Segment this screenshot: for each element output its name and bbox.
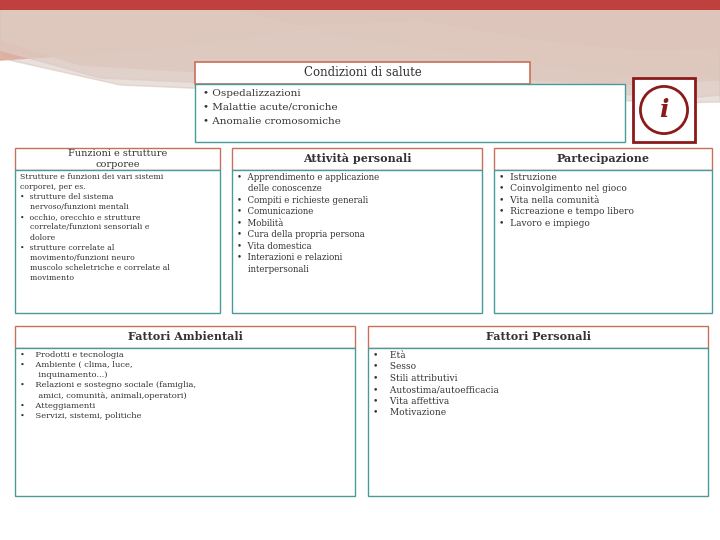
Text: • Ospedalizzazioni
• Malattie acute/croniche
• Anomalie cromosomiche: • Ospedalizzazioni • Malattie acute/cron… xyxy=(203,89,341,126)
Bar xyxy=(494,170,712,313)
Bar xyxy=(195,84,625,142)
Bar xyxy=(15,170,220,313)
Text: •    Età
•    Sesso
•    Stili attributivi
•    Autostima/autoefficacia
•    Vit: • Età • Sesso • Stili attributivi • Auto… xyxy=(373,351,499,417)
Polygon shape xyxy=(0,0,720,103)
Bar xyxy=(15,148,220,170)
Bar xyxy=(0,0,720,10)
Text: •  Istruzione
•  Coinvolgimento nel gioco
•  Vita nella comunità
•  Ricreazione : • Istruzione • Coinvolgimento nel gioco … xyxy=(499,173,634,228)
Bar xyxy=(195,62,530,84)
Text: •  Apprendimento e applicazione
    delle conoscenze
•  Compiti e richieste gene: • Apprendimento e applicazione delle con… xyxy=(237,173,379,274)
Text: Strutture e funzioni dei vari sistemi
corporei, per es.
•  strutture del sistema: Strutture e funzioni dei vari sistemi co… xyxy=(20,173,170,282)
Text: Fattori Ambientali: Fattori Ambientali xyxy=(127,332,243,342)
Bar xyxy=(232,148,482,170)
Text: i: i xyxy=(660,98,669,122)
Bar xyxy=(15,326,355,348)
Text: Condizioni di salute: Condizioni di salute xyxy=(304,66,421,79)
Polygon shape xyxy=(0,0,720,80)
Text: Fattori Personali: Fattori Personali xyxy=(485,332,590,342)
Text: Funzioni e strutture
corporee: Funzioni e strutture corporee xyxy=(68,149,167,168)
Bar xyxy=(15,348,355,496)
Polygon shape xyxy=(0,0,720,97)
Polygon shape xyxy=(0,0,720,85)
Text: Partecipazione: Partecipazione xyxy=(557,153,649,165)
Bar xyxy=(368,326,708,348)
Bar xyxy=(494,148,712,170)
Bar xyxy=(232,170,482,313)
Polygon shape xyxy=(200,0,720,50)
Text: Attività personali: Attività personali xyxy=(302,153,411,165)
Text: •    Prodotti e tecnologia
•    Ambiente ( clima, luce,
       inquinamento...)
: • Prodotti e tecnologia • Ambiente ( cli… xyxy=(20,351,196,420)
Bar xyxy=(368,348,708,496)
Bar xyxy=(633,78,695,142)
